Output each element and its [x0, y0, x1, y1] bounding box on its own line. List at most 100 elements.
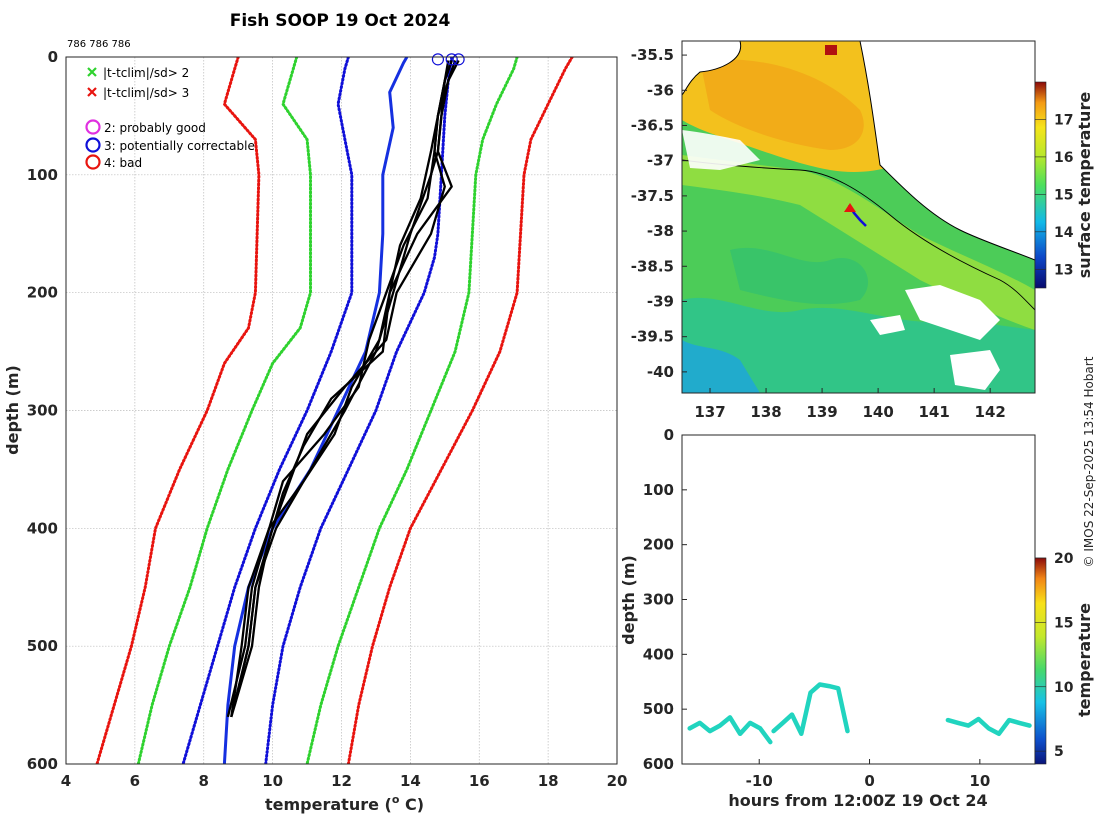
- legend-label: 2: probably good: [104, 121, 206, 135]
- profile-series: [95, 57, 574, 764]
- legend-label: |t-tclim|/sd> 2: [103, 66, 189, 80]
- series-clim_minus3sd: [95, 57, 261, 764]
- temperature-colorbar: [1034, 557, 1047, 765]
- y-tick-label: 300: [643, 591, 674, 609]
- coastline: [859, 41, 1035, 261]
- y-tick-label: -38: [647, 222, 674, 240]
- x-tick-label: 12: [331, 772, 352, 790]
- eddy-region: [730, 247, 869, 305]
- y-tick-label: -37.5: [631, 187, 674, 205]
- x-tick-label: 20: [607, 772, 628, 790]
- sst-map-field: [682, 41, 1035, 393]
- series-clim_minus1sd: [181, 57, 354, 764]
- colorbar-tick-label: 20: [1054, 551, 1074, 567]
- chart-title: Fish SOOP 19 Oct 2024: [230, 11, 451, 31]
- section-plot-area: [682, 435, 1035, 764]
- sst-colorbar-ticks: 13 14 15 16 17: [1035, 112, 1074, 278]
- x-tick-label: 10: [969, 772, 990, 790]
- x-tick-label: 139: [806, 403, 837, 421]
- series-clim_plus3sd: [346, 57, 574, 764]
- colorbar-tick-label: 17: [1054, 112, 1073, 128]
- map-ticks: 137 138 139 140 141 142 -35.5 -36 -36.5 -37 -37.5 -…: [631, 46, 1006, 421]
- blue-circle-icon: [85, 137, 101, 153]
- cloud-patch: [682, 130, 760, 170]
- red-cross-icon: [87, 87, 97, 97]
- section-xlabel: hours from 12:00Z 19 Oct 24: [728, 791, 987, 810]
- colorbar-tick-label: 14: [1054, 225, 1074, 241]
- profile-ylabel: depth (m): [3, 365, 22, 455]
- y-tick-label: 100: [643, 481, 674, 499]
- colorbar-tick-label: 5: [1054, 744, 1064, 760]
- y-tick-label: 200: [27, 284, 58, 302]
- hot-pixel: [825, 45, 837, 55]
- profile-axes-box: [65, 56, 618, 765]
- cloud-patch: [870, 315, 905, 335]
- series-clim_plus1sd: [264, 57, 454, 764]
- profile-xlabel: temperature (o C): [265, 793, 424, 814]
- cruise-ids: 786 786 786: [67, 39, 131, 50]
- land-peninsula: [682, 41, 742, 96]
- cold-water-region: [682, 340, 760, 393]
- y-tick-label: 400: [27, 519, 58, 537]
- cast-bottom-track: [687, 715, 773, 745]
- flag-marker-circle: [452, 53, 465, 66]
- cast-bottom-track: [771, 682, 850, 737]
- x-tick-label: 138: [750, 403, 781, 421]
- y-tick-label: -39: [647, 292, 674, 310]
- shelf-water: [682, 155, 1035, 330]
- x-tick-label: -10: [746, 772, 773, 790]
- series-clim_plus2sd: [305, 57, 519, 764]
- sst-colorbar: [1034, 81, 1047, 289]
- sst-colorbar-label: surface temperature: [1075, 92, 1094, 279]
- x-tick-label: 140: [862, 403, 893, 421]
- y-tick-label: -37: [647, 152, 674, 170]
- green-cross-icon: [87, 67, 97, 77]
- y-tick-label: -36: [647, 81, 674, 99]
- y-tick-label: -39.5: [631, 328, 674, 346]
- series-xbt_5: [230, 60, 453, 718]
- y-tick-label: 600: [27, 755, 58, 773]
- section-casts: [685, 435, 1032, 745]
- flag-marker-circle: [431, 53, 445, 66]
- y-tick-label: -35.5: [631, 46, 674, 64]
- x-tick-label: 10: [262, 772, 283, 790]
- y-tick-label: 300: [27, 402, 58, 420]
- y-tick-label: 500: [643, 700, 674, 718]
- x-tick-label: 0: [864, 772, 874, 790]
- y-tick-label: -40: [647, 363, 674, 381]
- sst-map-panel: 137 138 139 140 141 142 -35.5 -36 -36.5 -37 -37.5 -…: [631, 40, 1094, 421]
- legend-item-probably-good: 2: probably good: [85, 119, 206, 135]
- y-tick-label: -36.5: [631, 116, 674, 134]
- temperature-colorbar-ticks: 5 10 15 20: [1035, 551, 1074, 760]
- credit-text: © IMOS 22-Sep-2025 13:54 Hobart: [1082, 356, 1096, 567]
- colorbar-tick-label: 10: [1054, 680, 1074, 696]
- y-tick-label: 400: [643, 645, 674, 663]
- x-tick-label: 141: [918, 403, 949, 421]
- x-tick-label: 18: [538, 772, 559, 790]
- shelf-contour: [682, 159, 1035, 311]
- cast-bottom-track: [945, 716, 1032, 737]
- y-tick-label: 0: [664, 426, 674, 444]
- legend-label: 3: potentially correctable: [104, 139, 255, 153]
- y-tick-label: 600: [643, 755, 674, 773]
- red-circle-icon: [85, 154, 101, 170]
- land-mainland: [860, 41, 1035, 260]
- y-tick-label: -38.5: [631, 257, 674, 275]
- legend-item-bad: 4: bad: [85, 154, 142, 170]
- legend-label: 4: bad: [104, 156, 142, 170]
- legend-item-green-cross: |t-tclim|/sd> 2: [87, 66, 189, 80]
- temperature-colorbar-label: temperature: [1075, 603, 1094, 717]
- legend-item-potentially-correctable: 3: potentially correctable: [85, 137, 255, 153]
- x-tick-label: 14: [400, 772, 421, 790]
- colorbar-tick-label: 13: [1054, 262, 1073, 278]
- cloud-patch: [950, 350, 1000, 390]
- colorbar-tick-label: 16: [1054, 150, 1073, 166]
- magenta-circle-icon: [85, 119, 101, 135]
- flag-marker-circle: [445, 53, 458, 66]
- x-tick-label: 4: [61, 772, 71, 790]
- section-ylabel: depth (m): [619, 555, 638, 645]
